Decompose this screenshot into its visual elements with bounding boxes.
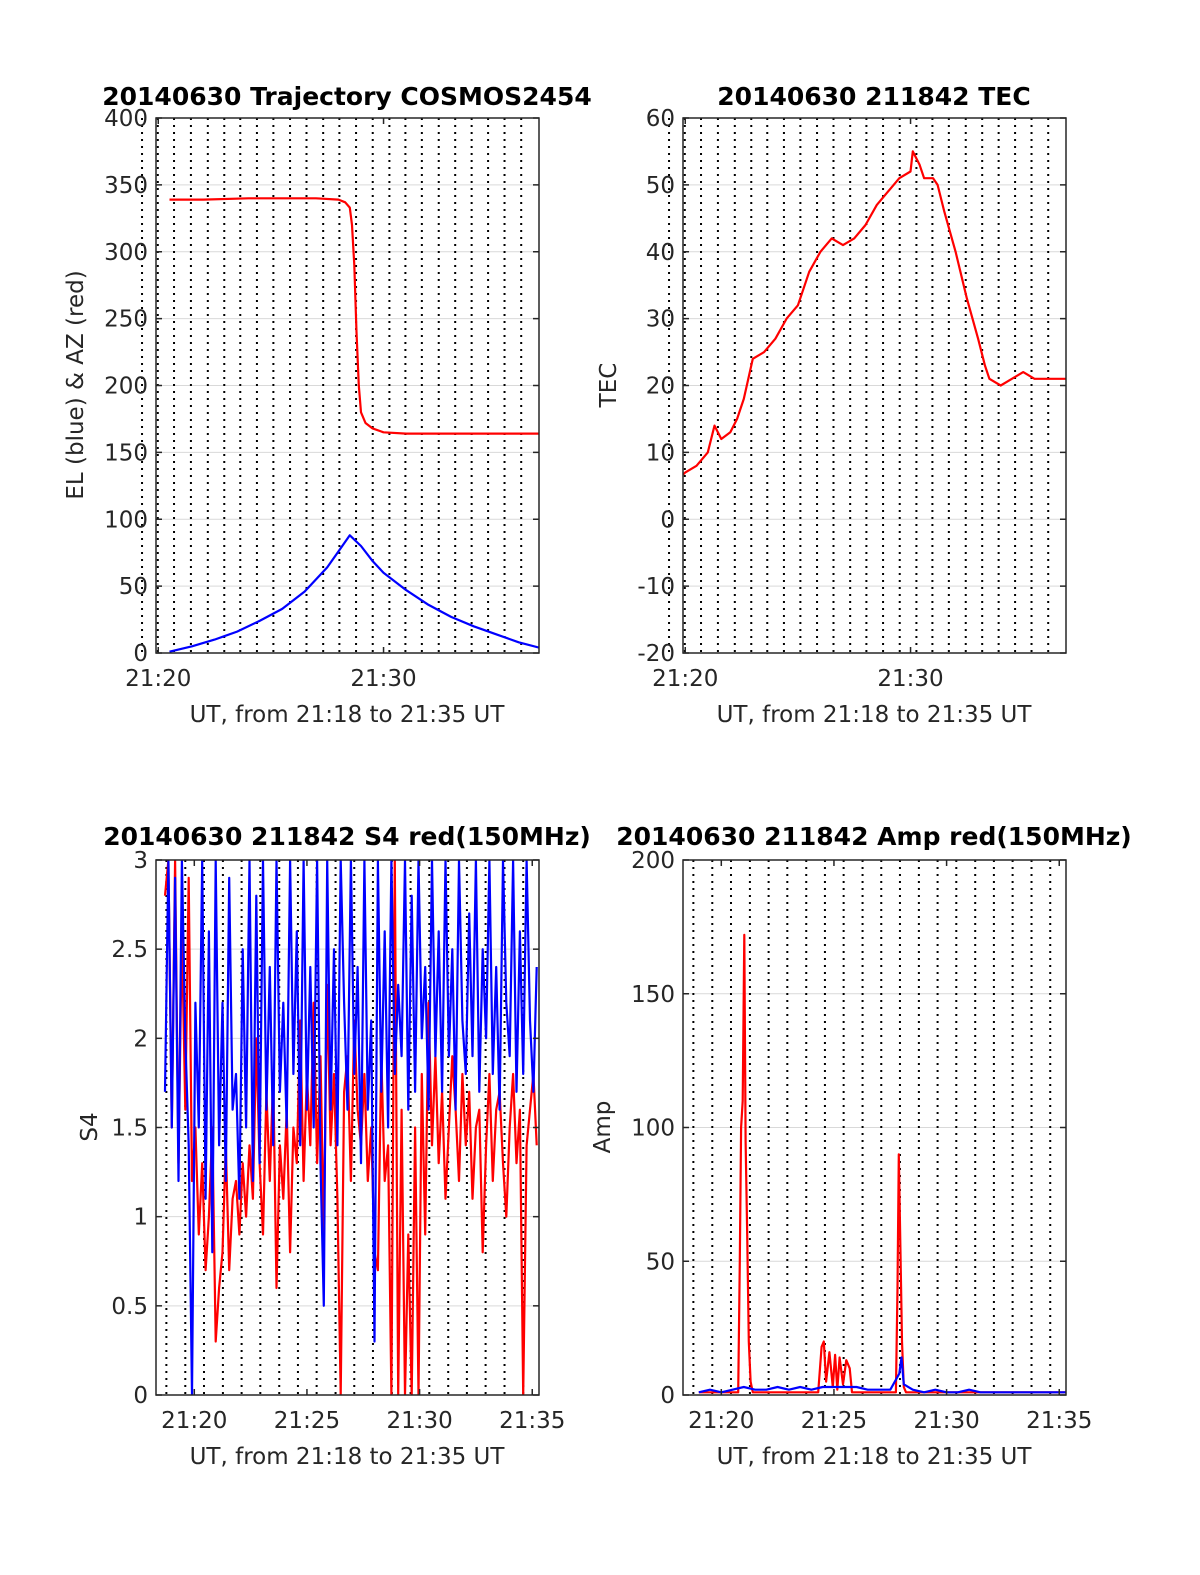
traj-ytick-label-5: 250 [104,307,148,333]
s4-ytick-label-2: 1 [133,1205,148,1231]
trajectory-title: 20140630 Trajectory COSMOS2454 [102,82,592,111]
s4-xtick-label-1: 21:25 [274,1408,340,1434]
tec-ytick-label-4: 20 [646,374,675,400]
amp-series-0 [698,933,1066,1394]
amp-ytick-label-4: 200 [631,848,675,874]
tec-ytick-label-2: 0 [660,507,675,533]
traj-ytick-label-7: 350 [104,173,148,199]
traj-ytick-label-0: 0 [133,641,148,667]
tec-ylabel: TEC [596,363,622,409]
s4-series-1 [163,860,538,1395]
traj-xtick-label-1: 21:30 [350,666,416,692]
amp-title: 20140630 211842 Amp red(150MHz) [616,822,1132,851]
traj-series-0 [169,197,539,435]
amp-xtick-label-1: 21:25 [801,1408,867,1434]
s4-xtick-label-2: 21:30 [386,1408,452,1434]
s4-xtick-label-3: 21:35 [499,1408,565,1434]
traj-ytick-label-1: 50 [119,574,148,600]
amp-ytick-label-2: 100 [631,1116,675,1142]
s4-ytick-label-6: 3 [133,848,148,874]
amp-xtick-label-0: 21:20 [688,1408,754,1434]
s4-ytick-label-3: 1.5 [111,1116,148,1142]
tec-ytick-label-8: 60 [646,106,675,132]
tec-ytick-label-5: 30 [646,307,675,333]
tec-series-0 [683,150,1066,477]
s4-ytick-label-1: 0.5 [111,1294,148,1320]
tec-xtick-label-1: 21:30 [877,666,943,692]
s4-plot-area: 0 0.5 1 1.5 2 2.5 3 21:20 21:25 21:30 21:35 [111,848,565,1434]
s4-series-0 [163,860,538,1395]
s4-ytick-label-0: 0 [133,1383,148,1409]
amp-ytick-label-0: 0 [660,1383,675,1409]
amp-series-1 [698,1356,1066,1394]
tec-ytick-label-3: 10 [646,440,675,466]
tec-ytick-label-6: 40 [646,240,675,266]
traj-ytick-label-6: 300 [104,240,148,266]
amp-xtick-label-3: 21:35 [1026,1408,1092,1434]
s4-ylabel: S4 [77,1112,103,1141]
traj-series-1 [169,534,539,653]
tec-plot-area: -20 -10 0 10 20 30 40 50 60 21:20 21:30 [637,106,1067,692]
s4-xlabel: UT, from 21:18 to 21:35 UT [190,1444,506,1470]
amp-xtick-label-2: 21:30 [913,1408,979,1434]
tec-title: 20140630 211842 TEC [717,82,1030,111]
s4-xtick-label-0: 21:20 [161,1408,227,1434]
trajectory-ylabel: EL (blue) & AZ (red) [63,270,89,499]
s4-panel: 0 0.5 1 1.5 2 2.5 3 21:20 21:25 21:30 21:35 201406… [77,822,591,1470]
traj-plot-area: 0 50 100 150 200 250 300 350 400 21:20 21:30 [104,106,540,692]
amp-xlabel: UT, from 21:18 to 21:35 UT [717,1444,1033,1470]
tec-panel: -20 -10 0 10 20 30 40 50 60 21:20 21:30 20140630 2… [596,82,1067,728]
amp-panel: 0 50 100 150 200 21:20 21:25 21:30 21:35 2014063… [590,822,1132,1470]
tec-xlabel: UT, from 21:18 to 21:35 UT [717,702,1033,728]
tec-ytick-label-1: -10 [637,574,675,600]
traj-ytick-label-4: 200 [104,374,148,400]
tec-ytick-label-7: 50 [646,173,675,199]
traj-ytick-label-2: 100 [104,507,148,533]
trajectory-xlabel: UT, from 21:18 to 21:35 UT [190,702,506,728]
amp-ytick-label-3: 150 [631,982,675,1008]
tec-xtick-label-0: 21:20 [652,666,718,692]
amp-plot-area: 0 50 100 150 200 21:20 21:25 21:30 21:35 [631,848,1092,1434]
s4-ytick-label-5: 2.5 [111,937,148,963]
amp-ylabel: Amp [590,1101,616,1154]
tec-ytick-label-0: -20 [637,641,675,667]
trajectory-panel: 0 50 100 150 200 250 300 350 400 21:20 21:30 20140… [63,82,592,728]
traj-ytick-label-3: 150 [104,440,148,466]
traj-ytick-label-8: 400 [104,106,148,132]
s4-title: 20140630 211842 S4 red(150MHz) [103,822,591,851]
s4-ytick-label-4: 2 [133,1026,148,1052]
traj-xtick-label-0: 21:20 [125,666,191,692]
amp-ytick-label-1: 50 [646,1249,675,1275]
